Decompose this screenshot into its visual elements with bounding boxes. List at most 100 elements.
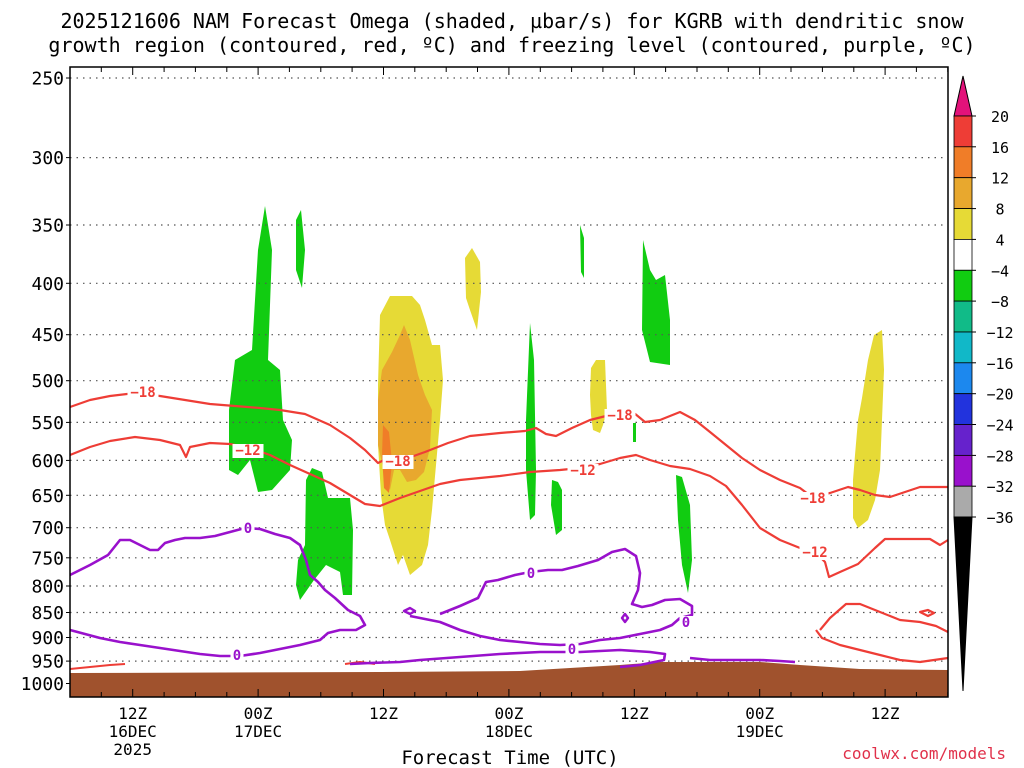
contour-label-freezing-c-bg: [230, 649, 244, 663]
omega-region-ascent-2: [296, 468, 353, 600]
colorbar-label-11: −28: [986, 447, 1013, 465]
omega-region-descent-3: [590, 360, 607, 433]
contour-label-minus18-c: −18: [607, 408, 632, 424]
contour-label-minus12-a: −12: [235, 443, 260, 459]
y-tick-label-600: 600: [31, 451, 64, 472]
colorbar-label-7: −12: [986, 324, 1013, 342]
y-tick-label-500: 500: [31, 371, 64, 392]
colorbar-segment-13: [953, 485, 973, 518]
colorbar-segment-12: [953, 454, 973, 487]
contour-label-minus12-a-bg: [232, 444, 264, 458]
colorbar-segment-10: [953, 393, 973, 425]
contour-freezing-upper: [69, 526, 367, 658]
colorbar-label-3: 8: [995, 201, 1004, 219]
contour-label-minus18-c-bg: [604, 409, 636, 423]
colorbar-label-2: 12: [991, 170, 1009, 188]
omega-region-descent-4: [853, 330, 884, 528]
contour-label-freezing-d: 0: [568, 642, 576, 658]
contour-label-minus18-a-bg: [127, 386, 159, 400]
colorbar-label-1: 16: [991, 139, 1009, 157]
x-axis-title: Forecast Time (UTC): [401, 747, 618, 768]
omega-region-ascent-5: [633, 420, 692, 593]
colorbar-label-4: 4: [995, 231, 1004, 249]
x-tick-label-66-0: 00Z: [745, 704, 774, 723]
colorbar-segment-9: [953, 362, 973, 395]
x-tick-label-6-0: 12Z: [118, 704, 147, 723]
colorbar-label-8: −16: [986, 355, 1013, 373]
chart-title-line2: growth region (contoured, red, ºC) and f…: [48, 33, 976, 57]
colorbar-segment-6: [953, 269, 973, 302]
contour-label-freezing-c: 0: [233, 648, 241, 664]
y-tick-label-750: 750: [31, 548, 64, 569]
omega-region-descent-core: [378, 325, 432, 490]
contour-near-ground: [69, 661, 376, 670]
contour-freezing-mid: [409, 547, 694, 647]
ground-surface: [70, 662, 948, 697]
colorbar-segment-3: [953, 177, 973, 209]
y-tick-label-250: 250: [31, 69, 64, 90]
contour-label-minus18-b-bg: [382, 455, 414, 469]
contour-label-freezing-e: 0: [682, 615, 690, 631]
colorbar-top-triangle: [953, 75, 973, 117]
omega-region-ascent-4: [580, 225, 670, 365]
colorbar-segment-11: [953, 424, 973, 456]
x-tick-label-18-0: 00Z: [244, 704, 273, 723]
colorbar-segment-7: [953, 300, 973, 333]
y-tick-label-300: 300: [31, 148, 64, 169]
contour-label-minus12-b: −12: [570, 463, 595, 479]
colorbar-label-0: 20: [991, 108, 1009, 126]
y-tick-label-650: 650: [31, 486, 64, 507]
contour-label-freezing-b-bg: [524, 567, 538, 581]
x-tick-label-66-1: 19DEC: [736, 722, 784, 741]
colorbar-label-10: −24: [986, 417, 1013, 435]
contour-label-freezing-d-bg: [565, 643, 579, 657]
colorbar-segment-1: [953, 115, 973, 148]
y-tick-label-350: 350: [31, 216, 64, 237]
y-tick-label-850: 850: [31, 603, 64, 624]
y-tick-label-800: 800: [31, 577, 64, 598]
contour-freezing-small: [402, 606, 630, 624]
y-tick-label-400: 400: [31, 274, 64, 295]
omega-region-ascent-1: [229, 206, 305, 492]
y-tick-label-550: 550: [31, 413, 64, 434]
contour-label-minus18-b: −18: [385, 454, 410, 470]
chart-title-line1: 2025121606 NAM Forecast Omega (shaded, µ…: [60, 9, 964, 33]
y-tick-label-950: 950: [31, 652, 64, 673]
colorbar-label-9: −20: [986, 386, 1013, 404]
colorbar-segment-8: [953, 331, 973, 364]
colorbar-label-5: −4: [991, 262, 1009, 280]
x-tick-label-6-2: 2025: [113, 740, 152, 759]
x-tick-label-42-0: 00Z: [494, 704, 523, 723]
x-tick-label-54-0: 12Z: [620, 704, 649, 723]
contour-minus12-lower: [815, 602, 949, 664]
y-tick-label-1000: 1000: [21, 674, 64, 695]
contour-label-minus18-a: −18: [130, 385, 155, 401]
contour-minus12-small: [918, 608, 936, 618]
contour-minus12: [69, 435, 949, 579]
contour-freezing-lower: [349, 648, 796, 669]
colorbar-segment-2: [953, 146, 973, 179]
plot-frame: [69, 66, 949, 698]
contour-label-freezing-a-bg: [241, 522, 255, 536]
colorbar-label-12: −32: [986, 478, 1013, 496]
y-tick-label-450: 450: [31, 325, 64, 346]
contour-label-freezing-e-bg: [679, 616, 693, 630]
colorbar-label-13: −36: [986, 509, 1013, 527]
x-tick-label-18-1: 17DEC: [234, 722, 282, 741]
colorbar-bottom-triangle: [953, 516, 973, 692]
y-tick-label-700: 700: [31, 518, 64, 539]
colorbar-segment-4: [953, 208, 973, 240]
contour-label-minus12-c: −12: [802, 545, 827, 561]
contour-label-minus12-c-bg: [799, 546, 831, 560]
contour-label-minus18-d: −18: [800, 491, 825, 507]
x-tick-label-30-0: 12Z: [369, 704, 398, 723]
y-tick-label-900: 900: [31, 628, 64, 649]
x-tick-label-42-1: 18DEC: [485, 722, 533, 741]
colorbar-label-6: −8: [991, 293, 1009, 311]
contour-label-freezing-a: 0: [244, 521, 252, 537]
x-tick-label-78-0: 12Z: [871, 704, 900, 723]
x-tick-label-6-1: 16DEC: [109, 722, 157, 741]
contour-label-freezing-b: 0: [527, 566, 535, 582]
contour-label-minus18-d-bg: [797, 492, 829, 506]
